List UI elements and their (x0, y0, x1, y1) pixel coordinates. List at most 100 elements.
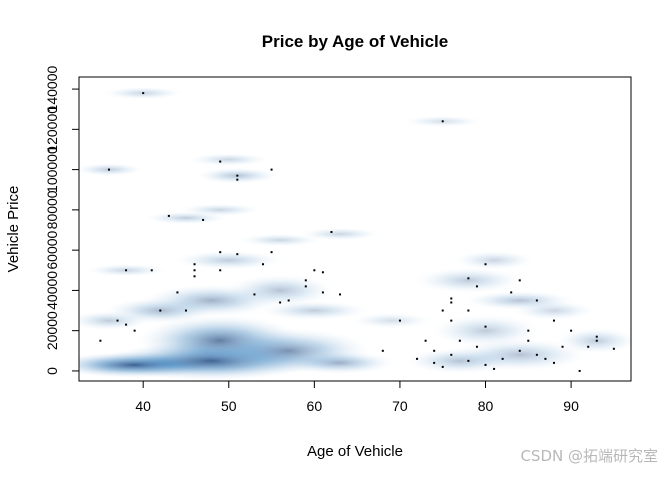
data-point (578, 369, 581, 372)
data-point (99, 339, 102, 342)
data-point (450, 353, 453, 356)
data-point (450, 301, 453, 304)
data-point (458, 339, 461, 342)
data-point (321, 271, 324, 274)
data-point (467, 359, 470, 362)
data-point (518, 349, 521, 352)
density-blob (79, 310, 151, 331)
data-point (339, 293, 342, 296)
data-point (253, 293, 256, 296)
density-blob (259, 300, 370, 321)
data-point (193, 263, 196, 266)
data-point (441, 365, 444, 368)
points-layer (99, 92, 615, 372)
y-axis-label: Vehicle Price (5, 186, 22, 273)
data-point (450, 319, 453, 322)
data-point (424, 339, 427, 342)
data-point (612, 347, 615, 350)
data-point (193, 269, 196, 272)
x-tick-label: 40 (135, 398, 151, 414)
x-tick-label: 60 (307, 398, 323, 414)
density-blob (350, 312, 433, 329)
x-tick-label: 80 (478, 398, 494, 414)
density-blob (555, 327, 631, 354)
y-tick-label: 0 (44, 367, 60, 375)
x-axis-label: Age of Vehicle (307, 443, 403, 460)
data-point (433, 349, 436, 352)
data-point (219, 160, 222, 163)
data-point (142, 92, 145, 95)
data-point (544, 357, 547, 360)
data-point (262, 263, 264, 266)
data-point (484, 325, 487, 328)
data-point (236, 253, 239, 256)
data-point (501, 357, 504, 360)
data-point (416, 357, 419, 360)
data-point (527, 329, 530, 332)
data-point (236, 178, 239, 181)
data-point (510, 291, 513, 294)
data-point (398, 319, 401, 322)
y-tick-label: 140000 (44, 66, 60, 113)
data-point (441, 120, 444, 123)
density-blob (298, 227, 382, 241)
data-point (125, 269, 128, 272)
density-blob (512, 300, 596, 321)
density-layer (79, 86, 631, 381)
y-tick-label: 20000 (44, 311, 60, 350)
data-point (570, 329, 573, 332)
data-point (116, 319, 119, 322)
data-point (484, 363, 487, 366)
chart-title: Price by Age of Vehicle (262, 32, 448, 51)
data-point (527, 339, 530, 342)
density-blob (239, 233, 322, 247)
data-point (595, 339, 598, 342)
data-point (313, 269, 316, 272)
data-point (219, 251, 222, 254)
data-point (184, 309, 187, 312)
data-point (159, 309, 162, 312)
data-point (467, 277, 470, 280)
density-blob (413, 267, 524, 294)
density-blob (179, 203, 262, 217)
density-blob (430, 314, 541, 347)
data-point (475, 345, 478, 348)
data-point (287, 299, 290, 302)
data-point (381, 349, 384, 352)
data-point (467, 309, 470, 312)
data-point (587, 345, 590, 348)
density-blob (79, 163, 144, 177)
data-point (552, 361, 555, 364)
data-point (270, 251, 273, 254)
x-tick-label: 90 (563, 398, 579, 414)
data-point (433, 361, 436, 364)
data-point (321, 291, 324, 294)
x-axis: 40 50 60 70 80 90 (135, 381, 579, 414)
data-point (304, 279, 307, 282)
data-point (150, 269, 153, 272)
data-point (475, 285, 478, 288)
density-blob (285, 351, 395, 375)
data-point (279, 301, 282, 304)
data-point (493, 367, 496, 370)
y-tick-label: 80000 (44, 190, 60, 229)
density-blob (452, 250, 536, 270)
data-point (304, 285, 307, 288)
density-blob (173, 250, 284, 270)
data-point (107, 168, 110, 171)
data-point (552, 319, 555, 322)
data-point (270, 168, 273, 171)
y-tick-label: 40000 (44, 271, 60, 310)
data-point (219, 269, 222, 272)
data-point (236, 174, 239, 177)
data-point (441, 309, 444, 312)
x-tick-label: 70 (392, 398, 408, 414)
data-point (450, 297, 453, 300)
x-tick-label: 50 (221, 398, 237, 414)
data-point (193, 275, 196, 278)
data-point (202, 218, 205, 221)
data-point (330, 231, 333, 234)
density-blob (225, 274, 335, 307)
y-tick-label: 100000 (44, 146, 60, 193)
